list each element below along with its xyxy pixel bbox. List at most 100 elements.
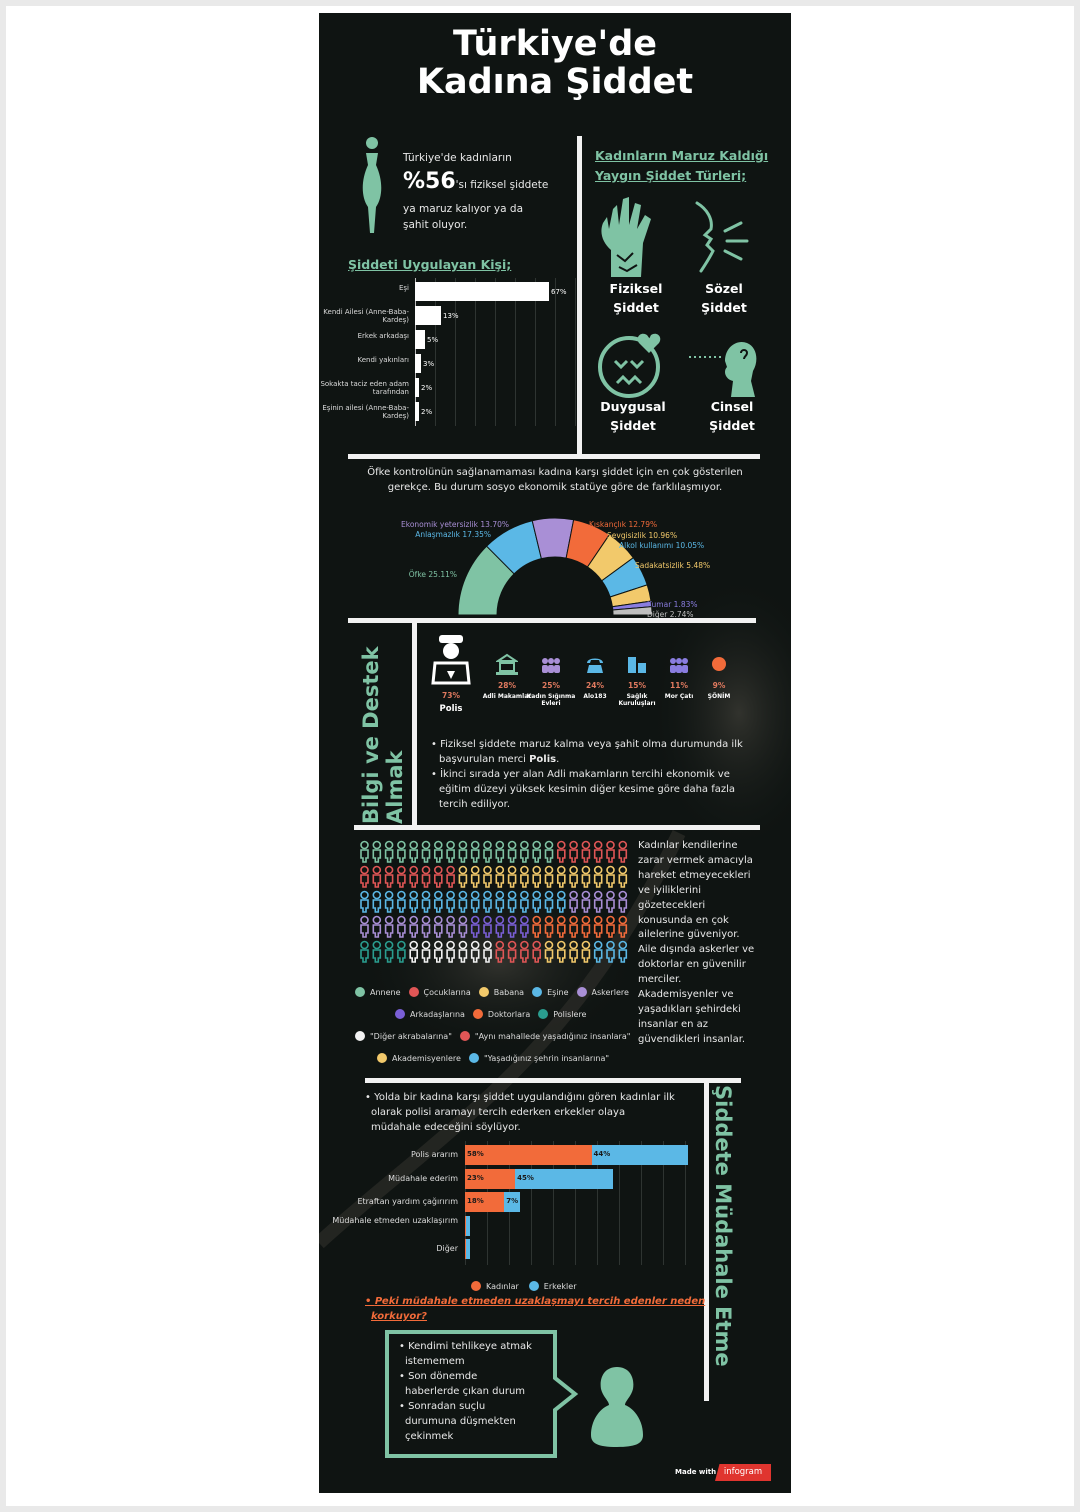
trust-pictogram	[557, 940, 566, 963]
type-emotional-line2: Şiddet	[610, 418, 656, 433]
donut-label-7: Kumar 1.83%	[647, 600, 698, 609]
support-bullet-1-text-b: başvurulan merci	[439, 754, 530, 765]
support-item: 11% Mor Çatı	[653, 633, 705, 700]
trust-pictogram	[372, 890, 382, 913]
trust-pictogram	[520, 940, 529, 963]
trust-pictogram	[446, 840, 455, 863]
legend-dot	[538, 1009, 549, 1019]
support-vertical-title: Bilgi ve Destek Almak	[359, 628, 407, 824]
trust-pictogram	[458, 915, 468, 938]
trust-pictogram	[483, 890, 492, 913]
perp-category-label: Eşinin ailesi (Anne-Baba-Kardeş)	[322, 404, 409, 420]
trust-pictogram	[421, 865, 431, 888]
trust-pictogram	[409, 840, 419, 863]
intervene-text-line-3: müdahale edeceğini söylüyor.	[371, 1122, 521, 1133]
trust-pictogram	[397, 865, 406, 888]
perp-gridline	[575, 278, 576, 426]
trust-text-line: ve iyiliklerini	[638, 884, 702, 896]
legend-label: Akademisyenlere	[392, 1053, 461, 1063]
trust-pictogram	[581, 940, 591, 963]
trust-pictogram	[495, 915, 505, 938]
perp-gridline	[555, 278, 556, 426]
trust-pictogram	[495, 840, 505, 863]
trust-pictogram	[520, 915, 529, 938]
perp-axis	[415, 278, 416, 426]
violence-types-heading-2: Yaygın Şiddet Türleri;	[595, 168, 747, 183]
trust-pictogram	[372, 865, 382, 888]
trust-pictogram	[421, 915, 431, 938]
trust-pictogram	[458, 865, 468, 888]
reason-line: • Kendimi tehlikeye atmak	[399, 1341, 532, 1352]
stat-big-number: %56	[403, 169, 456, 194]
reason-line: istememem	[405, 1356, 465, 1367]
trust-legend-row: Arkadaşlarına Doktorlara Polislere	[395, 1009, 594, 1019]
trust-pictogram	[446, 890, 455, 913]
courthouse-icon	[496, 653, 518, 675]
trust-pictogram	[593, 940, 603, 963]
trust-pictogram	[532, 840, 541, 863]
intervene-text-line-1-content: Yolda bir kadına karşı şiddet uygulandığ…	[374, 1092, 675, 1103]
trust-pictogram	[421, 840, 431, 863]
title-line-1: Türkiye'de	[452, 24, 658, 64]
legend-dot	[468, 1053, 479, 1063]
perp-bar	[415, 378, 419, 397]
stat-line-4: şahit oluyor.	[403, 219, 468, 231]
support-bullet-1-line-2: başvurulan merci Polis.	[431, 752, 751, 767]
trust-pictogram	[470, 840, 480, 863]
trust-pictogram	[360, 840, 369, 863]
intervene-gridline	[641, 1141, 642, 1265]
legend-dot	[395, 1009, 405, 1019]
causes-semi-donut-chart: Öfke 25.11% Anlaşmazlık 17.35%Ekonomik ye…	[401, 517, 710, 618]
trust-pictogram	[421, 940, 431, 963]
support-bullet-1-end: .	[556, 754, 560, 765]
intervene-legend-item: Erkekler	[528, 1281, 576, 1291]
stat-big-line: %56'sı fiziksel şiddete	[403, 169, 548, 194]
perp-value-label: 3%	[423, 360, 435, 368]
reason-line: haberlerde çıkan durum	[405, 1386, 526, 1397]
intervene-question-line-1-content: Peki müdahale etmeden uzaklaşmayı tercih…	[374, 1296, 706, 1307]
support-item: 9% ŞÖNİM	[693, 633, 745, 700]
trust-pictogram	[569, 865, 578, 888]
trust-pictogram	[507, 890, 517, 913]
legend-label: Arkadaşlarına	[410, 1009, 465, 1019]
trust-pictogram	[532, 915, 541, 938]
police-officer-icon	[431, 635, 471, 685]
intervene-bar	[465, 1192, 505, 1212]
trust-pictogram	[421, 890, 431, 913]
trust-pictogram	[544, 865, 554, 888]
support-pct: 15%	[628, 681, 646, 690]
support-bullet-1-text-a: Fiziksel şiddete maruz kalma veya şahit …	[440, 739, 743, 750]
donut-label-1: Anlaşmazlık 17.35%	[415, 530, 491, 539]
reason-line: • Son dönemde	[399, 1371, 478, 1382]
intervene-bar	[515, 1168, 614, 1189]
trust-pictogram	[384, 865, 394, 888]
divider-vertical-support	[412, 623, 417, 826]
trust-legend-item: Eşine	[532, 987, 569, 997]
trust-pictogram	[532, 865, 541, 888]
intervene-category-label: Polis ararım	[411, 1150, 458, 1159]
intervene-bar	[465, 1239, 466, 1259]
divider-horizontal-2	[348, 618, 756, 623]
support-pct: 28%	[498, 681, 516, 690]
divider-horizontal-3	[354, 825, 760, 830]
intervene-bar	[466, 1215, 471, 1236]
stat-line-3: ya maruz kalıyor ya da	[403, 203, 524, 215]
trust-pictogram	[409, 890, 419, 913]
trust-pictogram	[384, 840, 394, 863]
legend-label: "Aynı mahallede yaşadığınız insanlara"	[474, 1031, 631, 1041]
trust-pictogram	[581, 890, 591, 913]
footer-brand-logo[interactable]: infogram	[715, 1464, 771, 1481]
trust-pictogram	[434, 940, 443, 963]
legend-label: Annene	[370, 987, 401, 997]
trust-pictogram	[458, 890, 468, 913]
legend-dot	[355, 987, 365, 997]
trust-pictogram	[446, 915, 455, 938]
intervene-text-line-1: • Yolda bir kadına karşı şiddet uyguland…	[365, 1092, 675, 1103]
intervene-gridline	[619, 1141, 620, 1265]
perp-value-label: 2%	[421, 408, 433, 416]
trust-pictogram	[372, 840, 382, 863]
infographic-poster: Türkiye'de Kadına Şiddet Türkiye'de kadı…	[319, 13, 791, 1493]
trust-text-line: ailelerine güveniyor.	[638, 929, 740, 941]
support-bullet-2-line-2: eğitim düzeyi yüksek kesimin diğer kesim…	[439, 784, 736, 795]
trust-text-line: zarar vermek amacıyla	[638, 854, 753, 866]
